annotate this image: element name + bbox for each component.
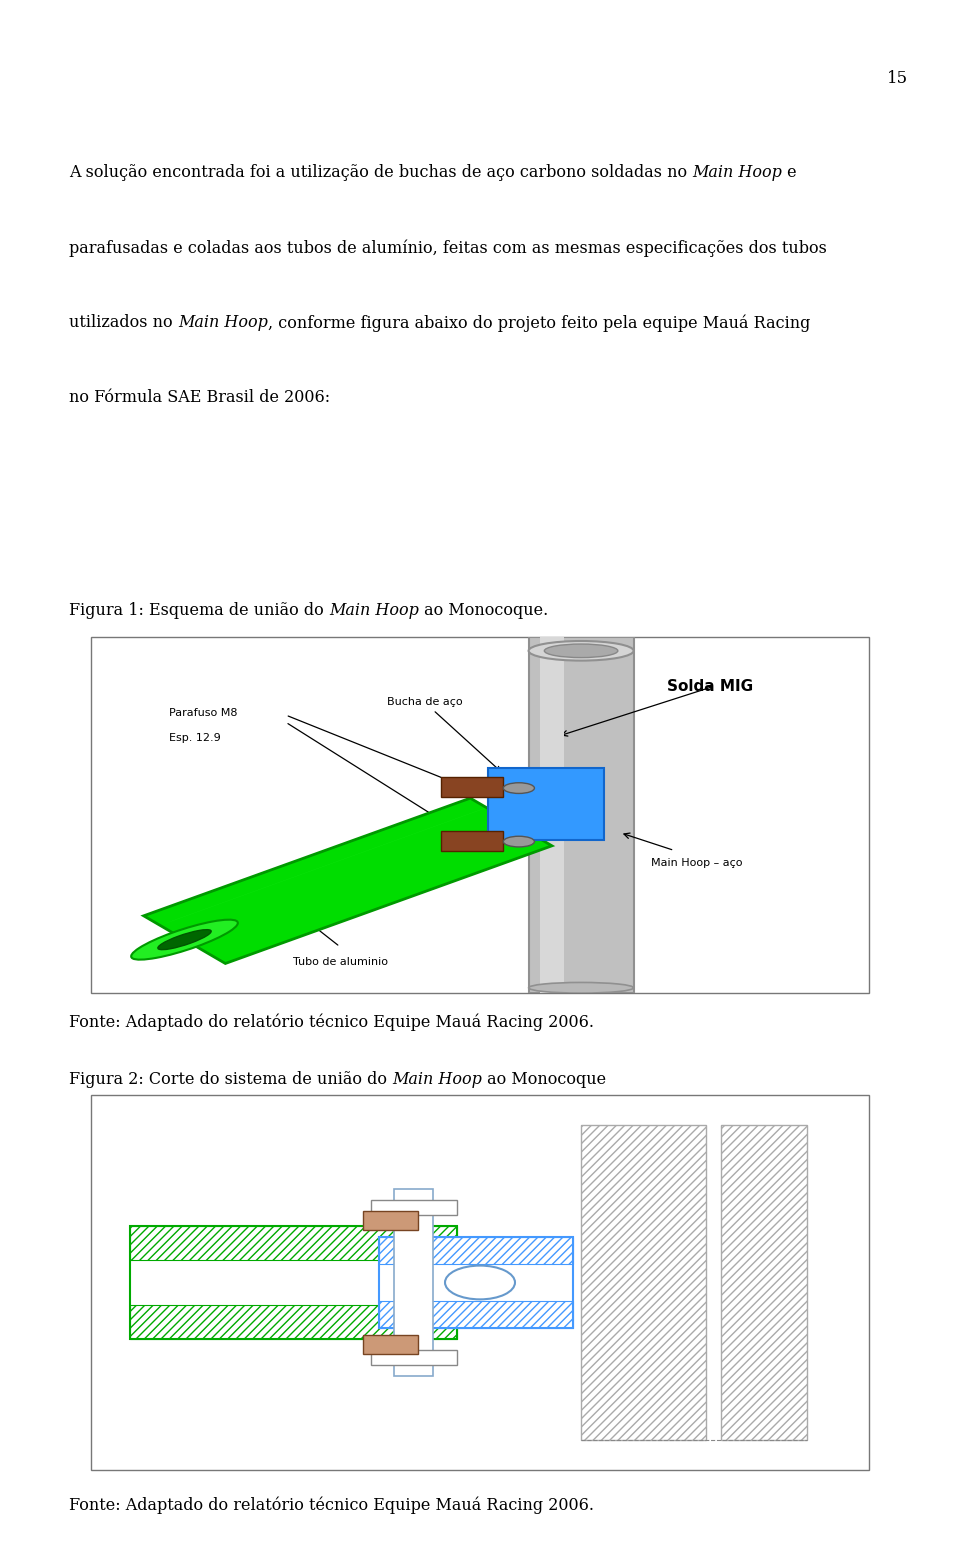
Bar — [721, 1125, 806, 1440]
Bar — [721, 1125, 806, 1440]
Bar — [131, 1226, 457, 1339]
Text: utilizados no: utilizados no — [69, 314, 178, 332]
Text: Fonte: Adaptado do relatório técnico Equipe Mauá Racing 2006.: Fonte: Adaptado do relatório técnico Equ… — [69, 1497, 594, 1514]
Bar — [363, 1336, 418, 1354]
Polygon shape — [488, 768, 605, 840]
Bar — [540, 637, 564, 993]
Text: e: e — [782, 164, 797, 181]
Ellipse shape — [132, 920, 238, 960]
Text: parafusadas e coladas aos tubos de alumínio, feitas com as mesmas especificações: parafusadas e coladas aos tubos de alumí… — [69, 239, 827, 256]
Bar — [379, 1301, 573, 1328]
Bar — [442, 830, 503, 851]
Bar — [372, 1350, 457, 1365]
Polygon shape — [144, 798, 552, 963]
Text: Main Hoop: Main Hoop — [692, 164, 782, 181]
Text: Parafuso M8: Parafuso M8 — [169, 708, 237, 718]
Text: ao Monocoque: ao Monocoque — [482, 1071, 607, 1089]
Text: Esp. 12.9: Esp. 12.9 — [169, 734, 221, 743]
Bar — [379, 1237, 573, 1264]
Bar — [91, 637, 869, 993]
Text: Solda MIG: Solda MIG — [666, 679, 753, 694]
Bar — [581, 1125, 706, 1440]
Bar — [91, 1095, 869, 1470]
Ellipse shape — [157, 929, 211, 949]
Text: Fonte: Adaptado do relatório técnico Equipe Mauá Racing 2006.: Fonte: Adaptado do relatório técnico Equ… — [69, 1013, 594, 1031]
Bar — [131, 1226, 457, 1261]
Text: ao Monocoque.: ao Monocoque. — [419, 602, 548, 619]
Ellipse shape — [503, 837, 535, 848]
Text: 15: 15 — [887, 70, 908, 88]
Bar — [442, 777, 503, 798]
Text: Main Hoop: Main Hoop — [329, 602, 419, 619]
Ellipse shape — [529, 641, 634, 660]
Ellipse shape — [544, 644, 618, 657]
Text: Main Hoop: Main Hoop — [178, 314, 268, 332]
Bar — [529, 637, 634, 993]
Bar — [372, 1200, 457, 1215]
Polygon shape — [160, 804, 499, 926]
Text: , conforme figura abaixo do projeto feito pela equipe Mauá Racing: , conforme figura abaixo do projeto feit… — [268, 314, 810, 332]
Text: no Fórmula SAE Brasil de 2006:: no Fórmula SAE Brasil de 2006: — [69, 389, 330, 407]
Text: Main Hoop – aço: Main Hoop – aço — [651, 857, 743, 868]
Text: Figura 2: Corte do sistema de união do: Figura 2: Corte do sistema de união do — [69, 1071, 393, 1089]
Text: Bucha de aço: Bucha de aço — [387, 698, 500, 771]
Bar — [131, 1304, 457, 1339]
Bar — [379, 1237, 573, 1328]
Bar — [363, 1211, 418, 1229]
Ellipse shape — [529, 982, 634, 993]
Ellipse shape — [503, 782, 535, 793]
Bar — [581, 1125, 706, 1440]
Bar — [395, 1189, 433, 1376]
Text: Tubo de aluminio: Tubo de aluminio — [293, 957, 388, 968]
Text: A solução encontrada foi a utilização de buchas de aço carbono soldadas no: A solução encontrada foi a utilização de… — [69, 164, 692, 181]
Text: Figura 1: Esquema de união do: Figura 1: Esquema de união do — [69, 602, 329, 619]
Ellipse shape — [445, 1265, 515, 1300]
Text: Main Hoop: Main Hoop — [393, 1071, 482, 1089]
